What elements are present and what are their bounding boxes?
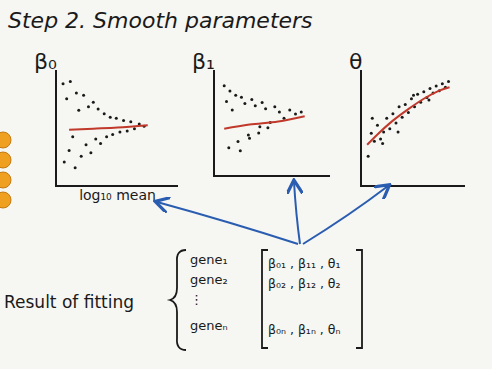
html-text:geneₙ: geneₙ (190, 318, 228, 333)
html-text:β₀ₙ , β₁ₙ , θₙ: β₀ₙ , β₁ₙ , θₙ (268, 322, 341, 337)
html-text:Result of fitting: Result of fitting (4, 292, 135, 312)
svg-text:β₁: β₁ (192, 49, 215, 74)
svg-text:log₁₀ mean: log₁₀ mean (79, 187, 156, 203)
svg-text:θ: θ (349, 49, 362, 74)
html-text:β₀₂ , β₁₂ , θ₂: β₀₂ , β₁₂ , θ₂ (268, 276, 341, 291)
html-text:β₀₁ , β₁₁ , θ₁: β₀₁ , β₁₁ , θ₁ (268, 256, 341, 271)
html-text:gene₂: gene₂ (190, 272, 228, 287)
html-text:gene₁: gene₁ (190, 252, 228, 267)
svg-text:β₀: β₀ (34, 49, 57, 74)
html-text:Step 2. Smooth parameters: Step 2. Smooth parameters (8, 8, 313, 33)
